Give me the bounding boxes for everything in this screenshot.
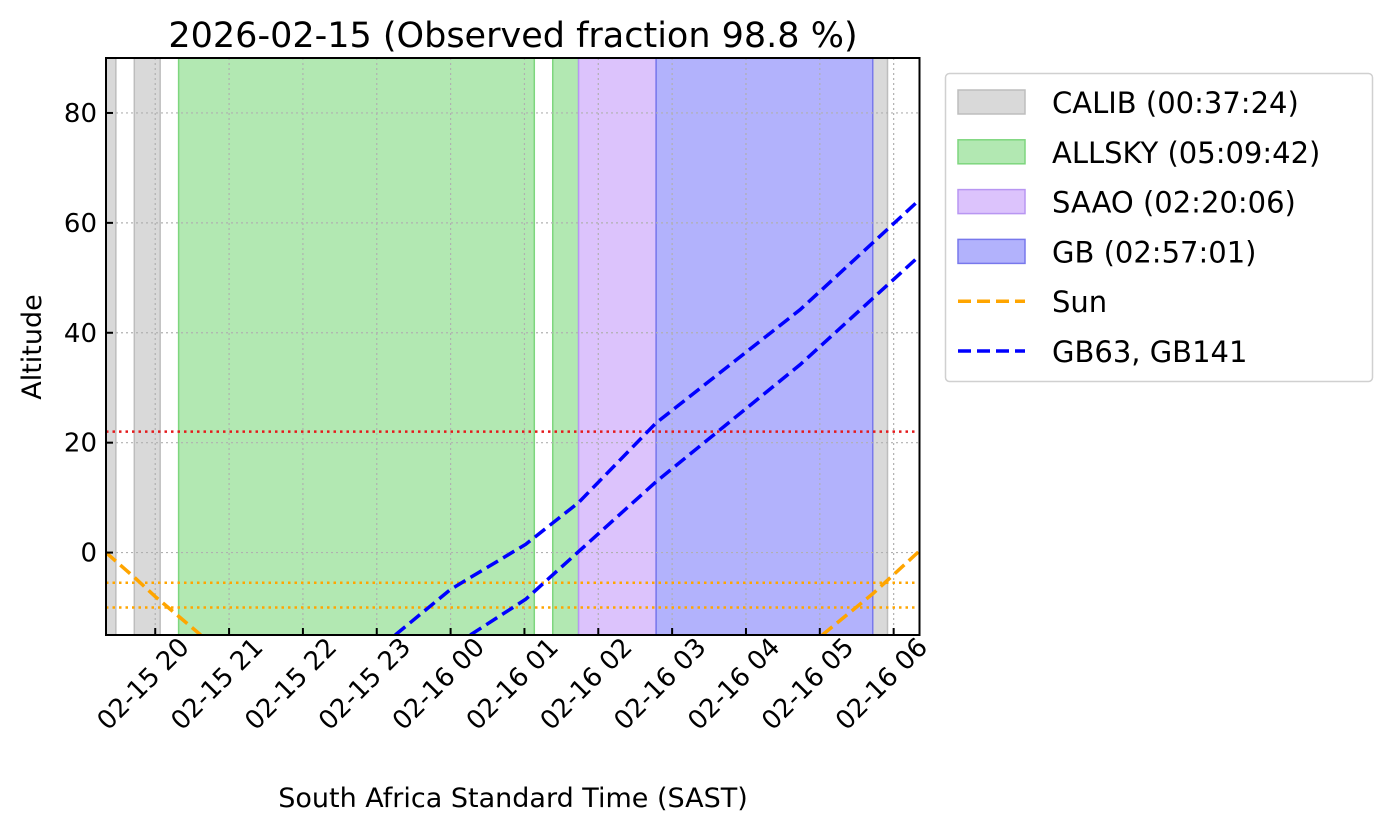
threshold-lines [106, 430, 920, 609]
span-gb [655, 57, 874, 636]
span-allsky [551, 57, 580, 636]
legend-label-calib: CALIB (00:37:24) [1052, 86, 1299, 120]
legend: CALIB (00:37:24) ALLSKY (05:09:42) SAAO (0… [944, 72, 1374, 383]
legend-swatch-calib [957, 89, 1026, 115]
line-gb63 [394, 198, 920, 635]
legend-swatch-saao [957, 188, 1026, 215]
span-calib [105, 57, 117, 636]
legend-label-sun: Sun [1052, 285, 1107, 319]
legend-label-gb: GB (02:57:01) [1052, 235, 1256, 269]
x-axis-label: South Africa Standard Time (SAST) [278, 783, 748, 814]
legend-label-allsky: ALLSKY (05:09:42) [1052, 136, 1320, 170]
plot-frame [105, 57, 921, 636]
y-tick-label: 40 [64, 319, 97, 349]
series-lines [106, 198, 920, 635]
span-allsky [177, 57, 536, 636]
span-calib [871, 57, 889, 636]
chart-title: 2026-02-15 (Observed fraction 98.8 %) [168, 16, 857, 56]
spans-layer [105, 57, 889, 636]
line-sun [106, 551, 202, 635]
span-saao [577, 57, 657, 636]
y-tick-label: 80 [64, 99, 97, 129]
line-sun [821, 549, 920, 635]
line-gb141 [469, 254, 920, 635]
y-axis-label: Altitude [17, 294, 48, 400]
legend-swatch-allsky [957, 139, 1026, 165]
y-tick-label: 0 [80, 539, 97, 569]
y-tick-label: 20 [64, 429, 97, 459]
legend-frame [944, 72, 1374, 383]
grid-layer [106, 58, 920, 635]
legend-label-gb63: GB63, GB141 [1052, 335, 1247, 369]
legend-label-saao: SAAO (02:20:06) [1052, 186, 1296, 220]
y-tick-label: 60 [64, 209, 97, 239]
span-calib [133, 57, 161, 636]
legend-swatch-gb [957, 238, 1026, 265]
